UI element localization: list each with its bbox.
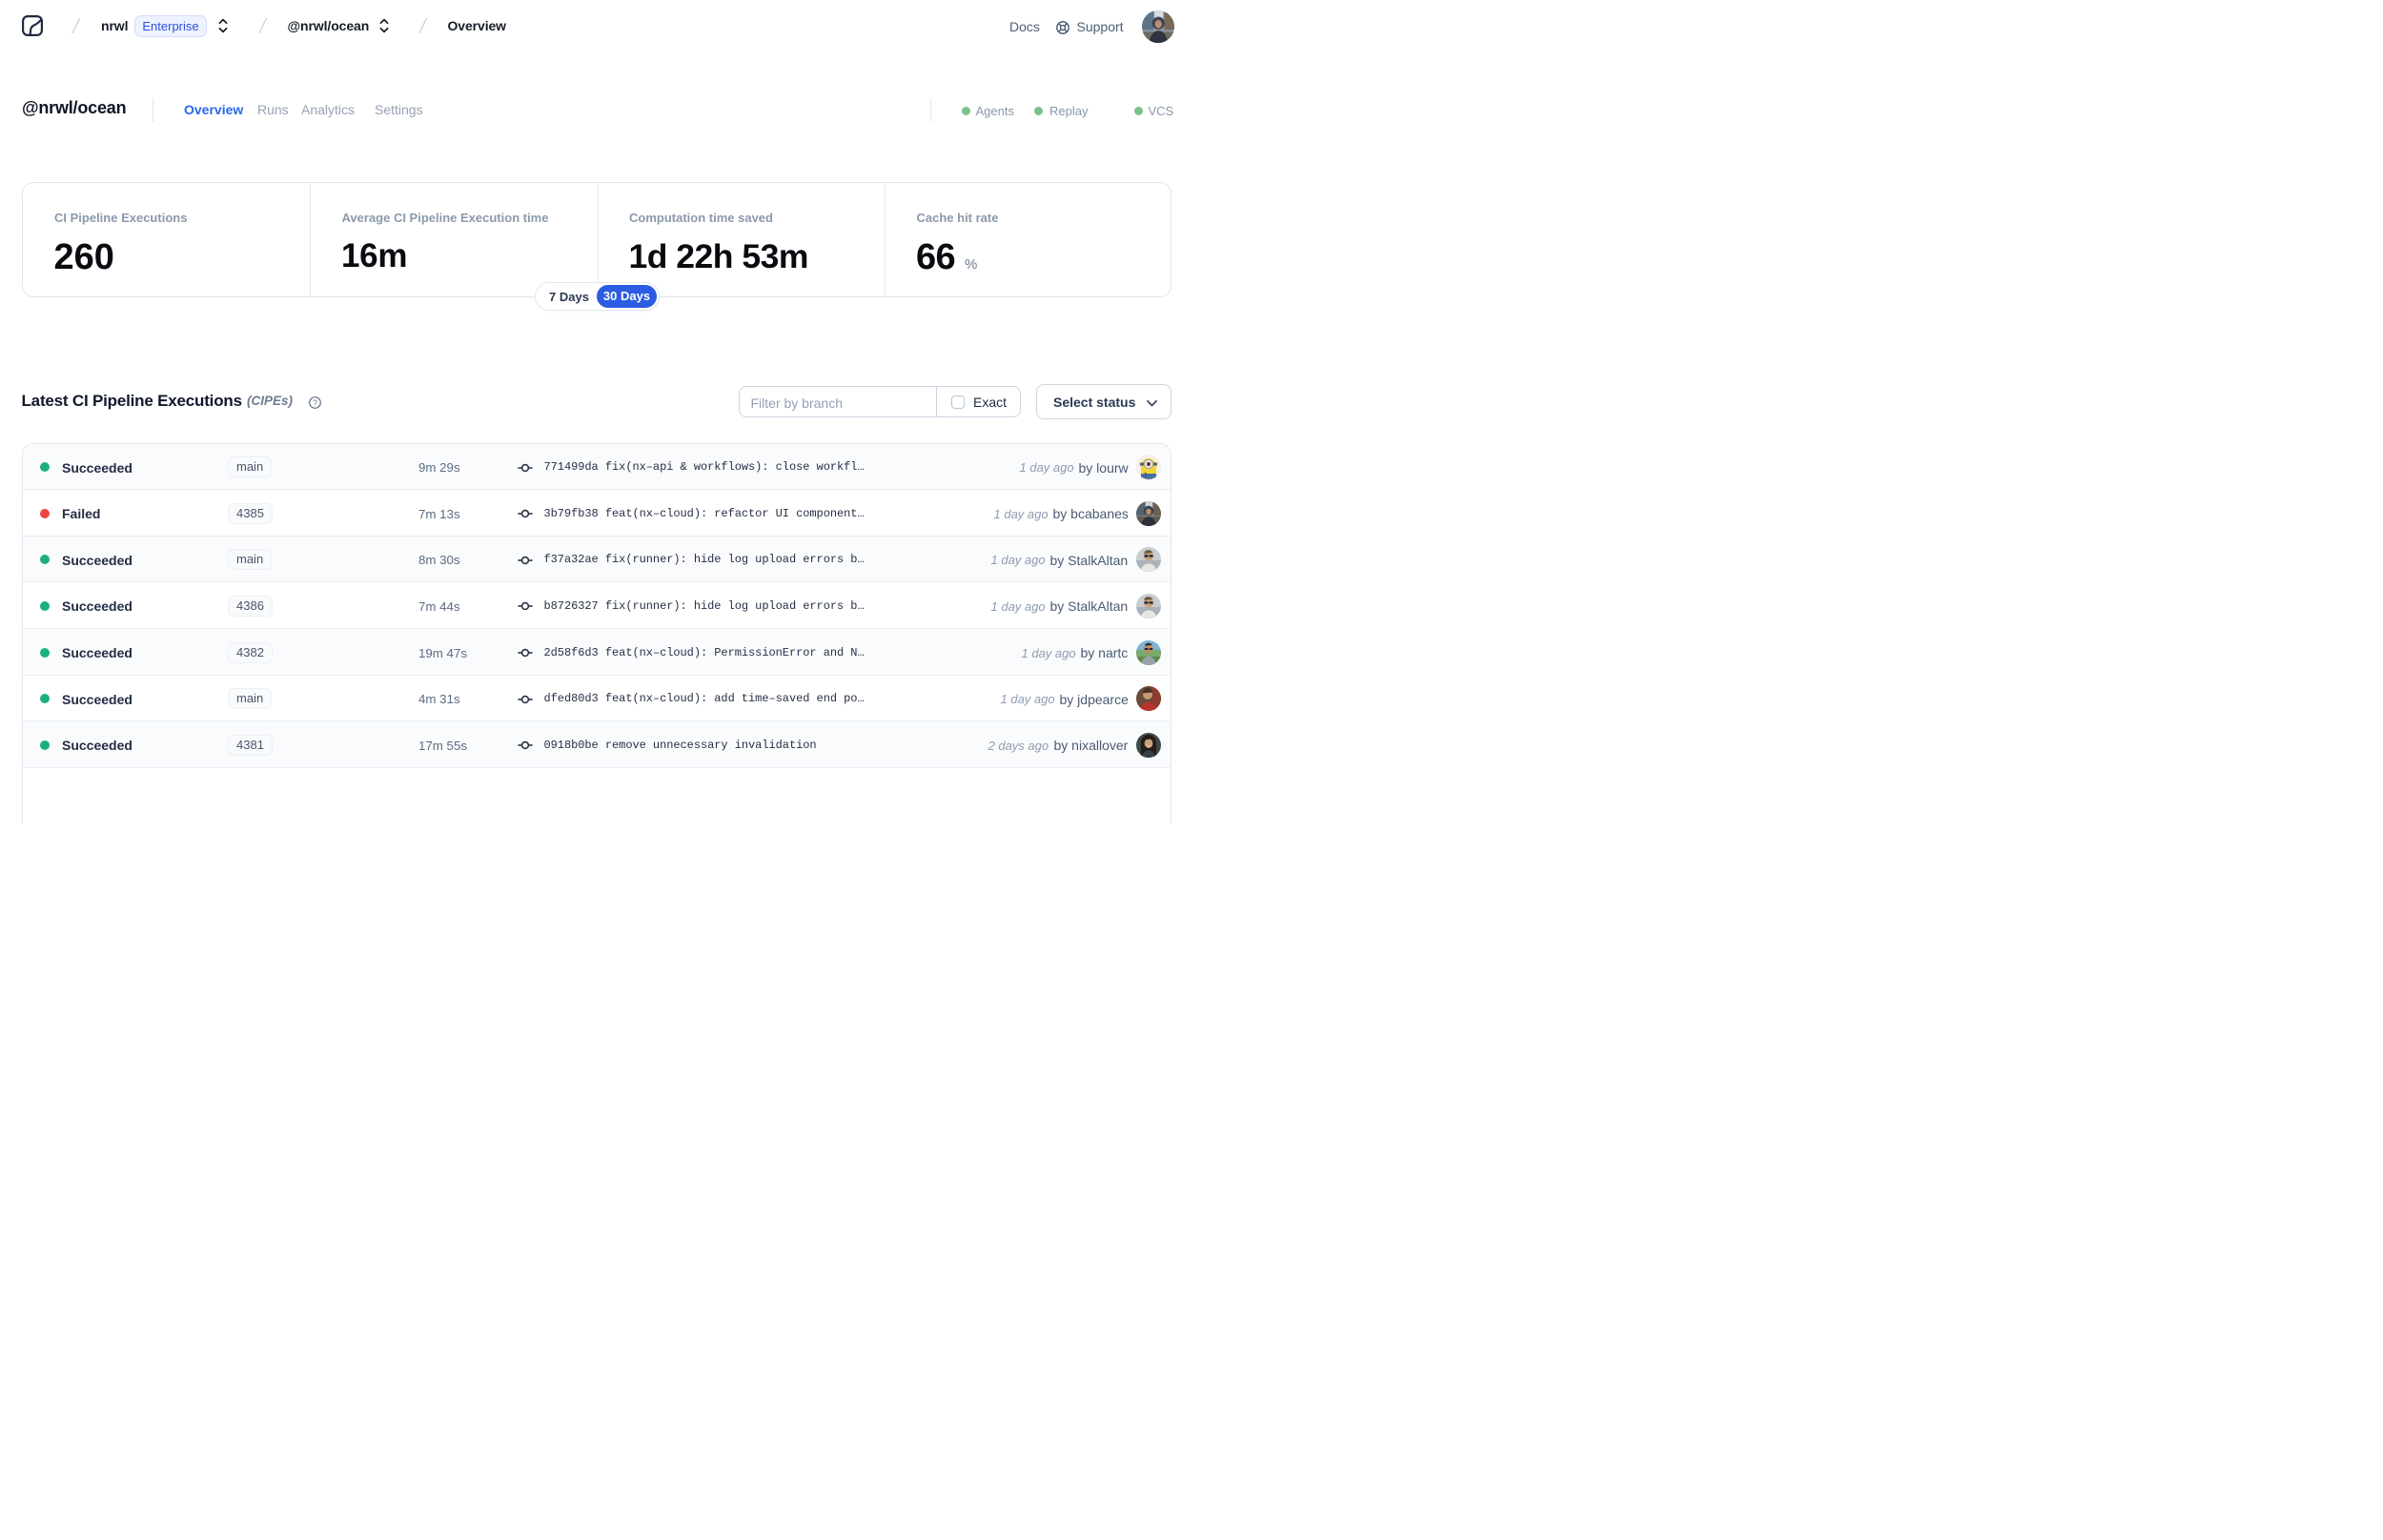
svg-text:?: ? xyxy=(313,397,317,407)
